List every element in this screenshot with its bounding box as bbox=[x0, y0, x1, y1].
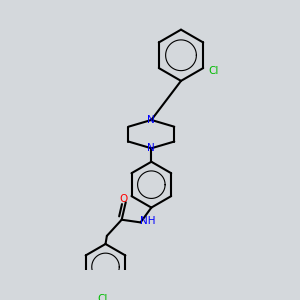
Text: N: N bbox=[148, 143, 155, 153]
Text: NH: NH bbox=[140, 216, 155, 226]
Text: O: O bbox=[119, 194, 127, 205]
Text: Cl: Cl bbox=[98, 294, 108, 300]
Text: N: N bbox=[148, 115, 155, 125]
Text: Cl: Cl bbox=[209, 66, 219, 76]
